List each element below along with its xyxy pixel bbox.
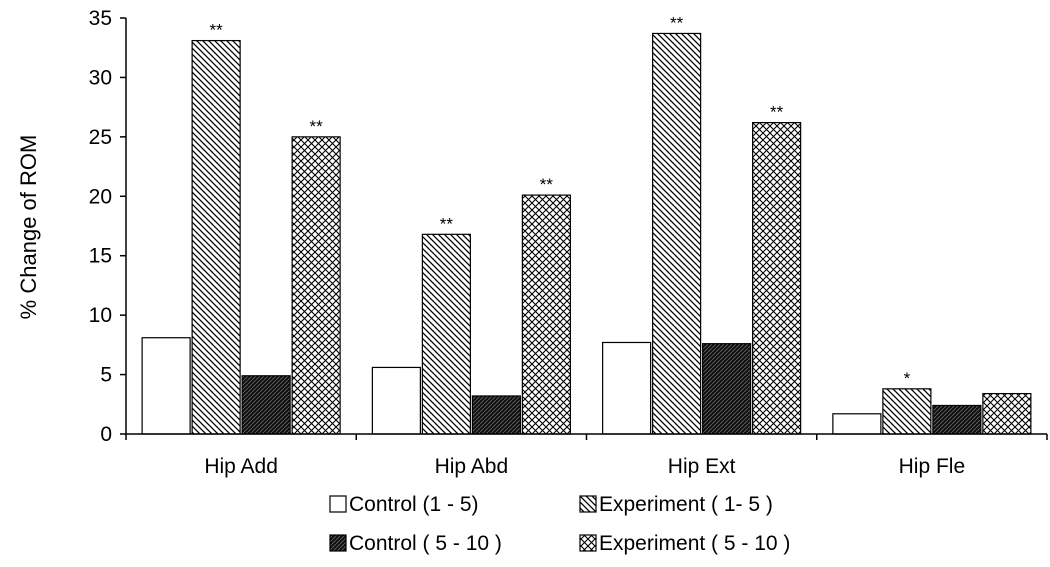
bar [371,366,421,435]
legend-label: Experiment ( 5 - 10 ) [599,532,790,555]
x-category-label: Hip Abd [435,455,509,478]
bar [191,39,241,435]
y-tick-label: 15 [89,245,112,268]
bar [241,375,291,435]
legend: Control (1 - 5) Experiment ( 1- 5 ) Contro… [329,493,790,555]
bar [882,388,932,435]
bar [602,341,652,435]
significance-marker: ** [440,214,454,233]
bar [982,392,1032,435]
legend-item: Experiment ( 1- 5 ) [579,493,773,516]
bar [752,121,802,435]
significance-marker: ** [670,13,684,32]
significance-marker: ** [540,175,554,194]
y-axis-title: % Change of ROM [16,135,41,320]
x-category-label: Hip Add [204,455,278,478]
bar [832,413,882,435]
bar [141,337,191,435]
bars-group [141,32,1032,435]
bar [702,343,752,435]
legend-item: Control (1 - 5) [329,493,479,516]
bar [932,404,982,435]
legend-item: Experiment ( 5 - 10 ) [579,532,790,555]
significance-marker: * [904,369,911,388]
bar [421,233,471,435]
x-axis: Hip Add Hip Abd Hip Ext Hip Fle [125,433,1048,478]
y-tick-label: 20 [89,185,112,208]
legend-swatch [329,495,347,513]
y-axis: 0 5 10 15 20 25 30 35 [89,7,127,446]
significance-marker: ** [310,117,324,136]
bar [521,194,571,435]
bar [291,136,341,435]
y-tick-label: 5 [100,364,112,387]
y-tick-label: 25 [89,126,112,149]
y-tick-label: 35 [89,7,112,30]
significance-marker: ** [770,103,784,122]
y-tick-label: 30 [89,66,112,89]
x-category-label: Hip Fle [899,455,966,478]
legend-item: Control ( 5 - 10 ) [329,532,502,555]
legend-swatch [579,534,597,552]
y-tick-label: 0 [100,423,112,446]
significance-labels: ************* [210,13,911,387]
bar [652,32,702,435]
y-tick-label: 10 [89,304,112,327]
significance-marker: ** [210,21,224,40]
legend-swatch [579,495,597,513]
legend-label: Control ( 5 - 10 ) [349,532,502,555]
legend-label: Experiment ( 1- 5 ) [599,493,773,516]
legend-label: Control (1 - 5) [349,493,479,516]
x-category-label: Hip Ext [668,455,736,478]
legend-swatch [329,534,347,552]
bar [471,395,521,435]
